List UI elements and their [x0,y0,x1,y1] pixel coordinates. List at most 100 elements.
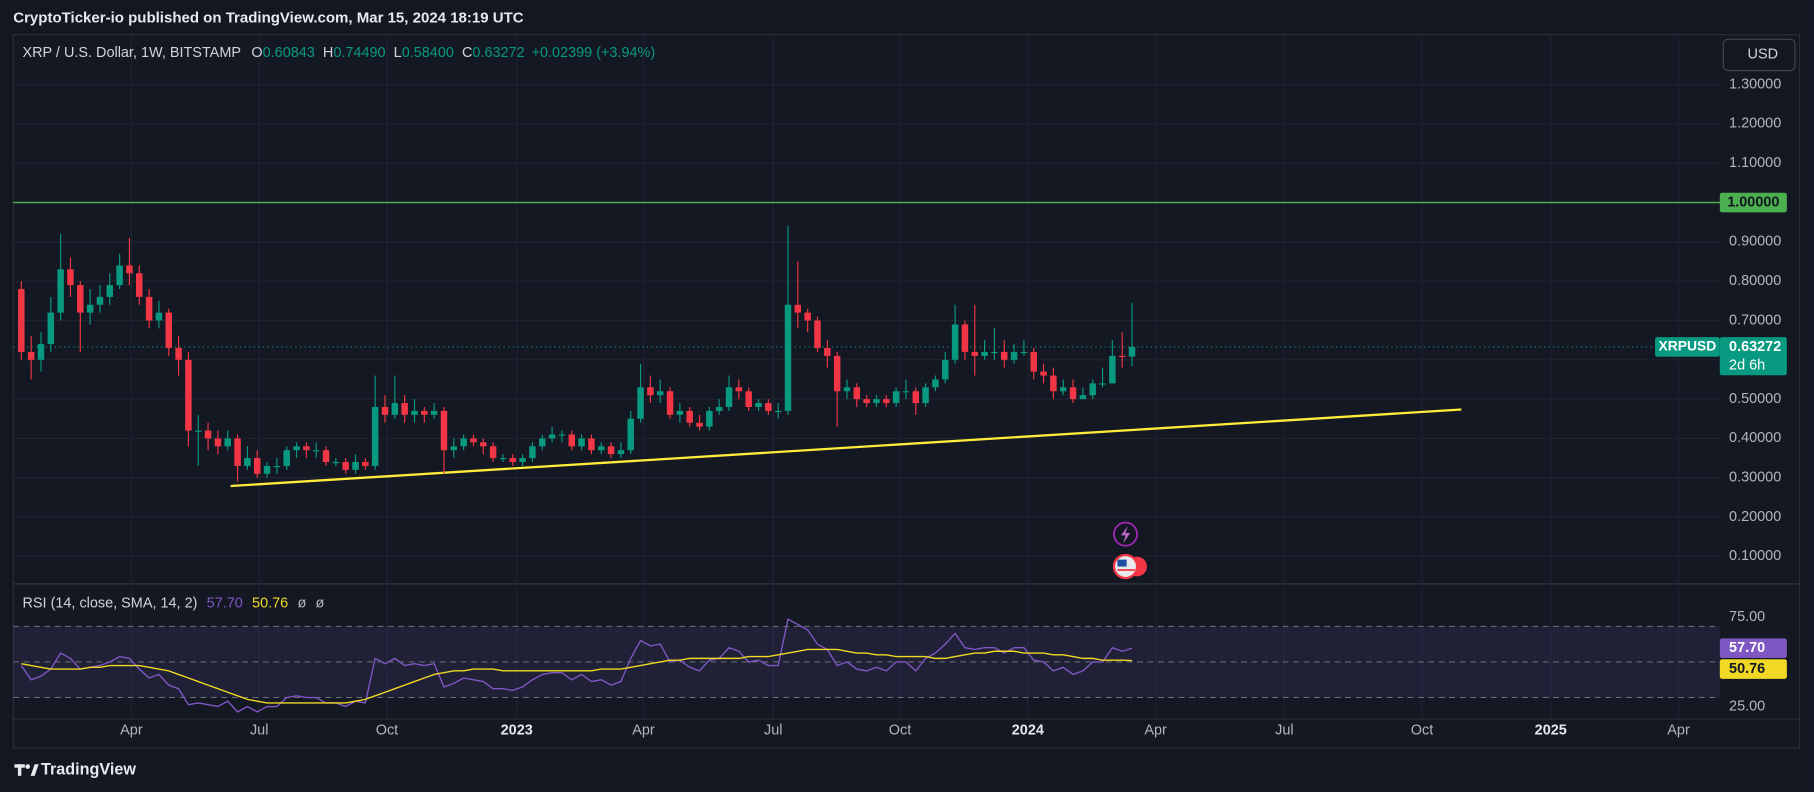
candle-body [273,465,281,468]
candle-body [145,296,153,321]
x-tick-label: 2025 [1535,723,1567,739]
price-tag-symbol: XRPUSD [1659,338,1717,354]
candle-body [27,351,35,360]
x-tick-label: Oct [1411,723,1433,739]
candle-body [18,289,25,352]
rsi-legend-extra: ø [297,595,306,611]
y-tick-label: 1.10000 [1729,155,1781,171]
event-icon-glyph [1120,526,1131,544]
candle-body [784,304,792,411]
currency-button-label[interactable]: USD [1748,47,1778,63]
candle-body [1069,387,1077,400]
rsi-legend-extra: ø [316,595,325,611]
price-tag-value: 0.63272 [1729,339,1781,355]
logo-part [30,764,39,776]
level-label-box [1719,192,1787,213]
candle-body [735,387,743,392]
candle-body [1079,395,1087,400]
price-legend: XRP / U.S. Dollar, 1W, BITSTAMP O0.60843 H… [23,45,656,61]
candle-body [656,391,664,396]
candle-body [253,458,261,474]
legend-key: C [462,45,472,61]
candle-body [696,422,703,427]
candle-body [342,462,349,470]
candle-body [902,391,910,393]
candle-body [666,391,674,415]
candle-body [824,348,831,356]
candle-body [1001,351,1008,360]
candle-body [391,403,399,415]
brand-logo [14,764,39,776]
rsi-tick-label: 75.00 [1729,609,1765,625]
rsi-line [20,618,1133,713]
candle-body [509,458,517,463]
rsi-legend-value: 50.76 [252,595,288,611]
candle-body [106,285,114,297]
candle-body [312,450,320,452]
candle-body [352,462,359,470]
candle-body [706,410,713,427]
rsi-tick-label: 25.00 [1729,698,1765,714]
candle-body [578,438,585,447]
flag-canton [1117,559,1127,567]
candle-body [922,387,929,404]
candle-body [853,387,861,400]
price-tag-countdown: 2d 6h [1729,357,1765,373]
rsi-title: RSI (14, close, SMA, 14, 2) [23,595,198,611]
currency-button[interactable] [1722,38,1796,72]
y-tick-label: 0.10000 [1729,548,1781,564]
level-label: 1.00000 [1727,194,1779,210]
candle-body [1118,355,1126,358]
candle-body [263,465,271,474]
trendline [230,408,1462,488]
candle-body [1059,387,1067,392]
candle-body [1020,351,1028,354]
candle-body [67,269,74,286]
candle-body [244,458,251,466]
candle-body [480,442,487,447]
candle-body [381,406,389,415]
candle-body [322,450,330,463]
candle-body [1089,383,1096,396]
candle-body [833,355,841,392]
candle-body [774,410,782,413]
candle-body [136,273,143,297]
x-tick-label: Jul [250,723,268,739]
candle-body [863,399,870,404]
candle-body [1128,346,1136,357]
candle-body [932,379,939,388]
candle-body [607,446,615,455]
candle-body [991,351,998,354]
candle-body [912,391,920,404]
x-tick-label: 2024 [1012,723,1044,739]
candle-body [57,269,64,313]
candle-body [883,399,890,404]
y-tick-label: 1.20000 [1729,116,1781,132]
rsi-legend-value: 57.70 [207,595,243,611]
candle-body [86,304,94,313]
candle-body [421,410,428,415]
candle-body [755,403,762,407]
candle-body [637,387,644,419]
rsi-value-tag [1719,659,1787,679]
candle-body [1040,371,1047,376]
candle-body [598,446,605,451]
legend-key: O [251,45,262,61]
rsi-value-tag [1719,638,1787,659]
candle-body [548,434,556,439]
candle-body [77,285,84,313]
candle-body [371,406,379,466]
candle-body [293,446,300,451]
candle-body [362,462,369,466]
candle-body [892,391,900,404]
candle-body [1109,355,1116,384]
candle-body [745,391,752,407]
candle-body [804,312,811,321]
rsi-legend: RSI (14, close, SMA, 14, 2) 57.70 50.76 ø ø [23,595,325,611]
x-tick-label: Oct [376,723,398,739]
legend-key: H [323,45,333,61]
legend-value: 0.58400 [402,45,454,61]
candle-body [588,438,595,451]
rsi-value-tag-label: 57.70 [1729,640,1765,656]
